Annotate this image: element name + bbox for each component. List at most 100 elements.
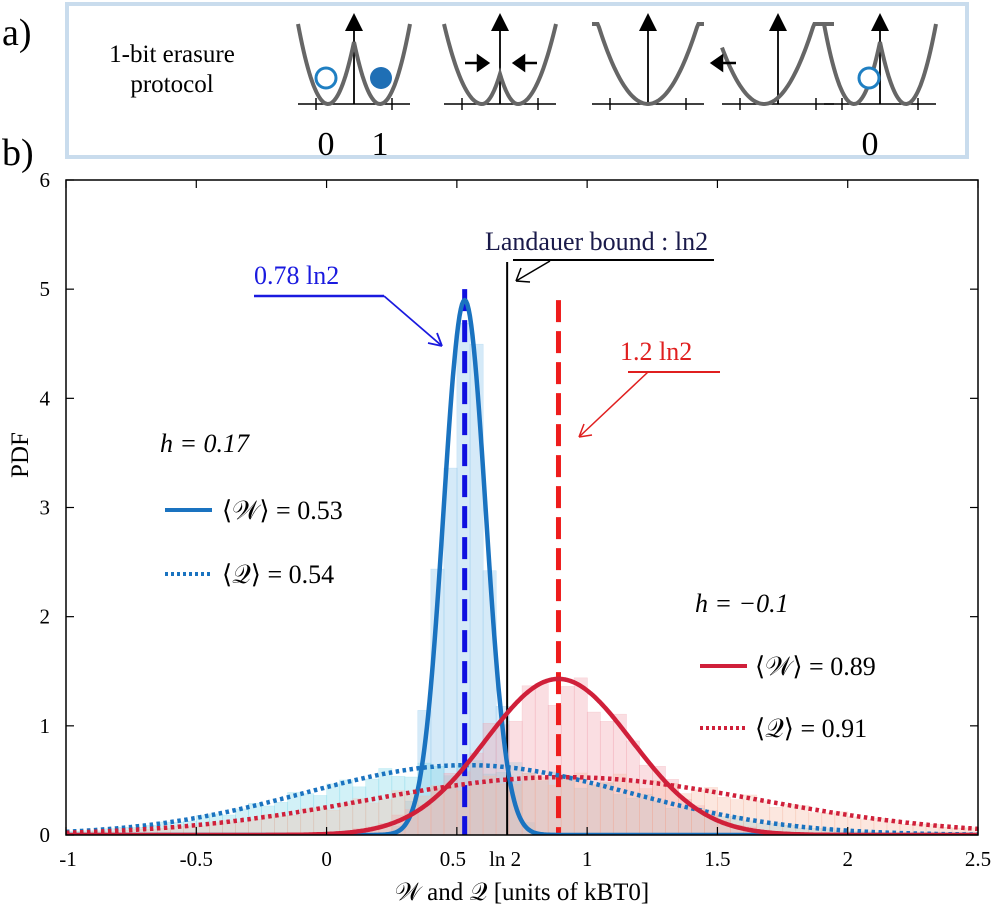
well-potential (442, 23, 558, 107)
x-tick-label: 0.5 (440, 847, 466, 871)
legend-red-w-label: ⟨𝒲⟩ = 0.89 (755, 652, 876, 681)
protocol-title: 1-bit erasure protocol (109, 41, 235, 98)
red-mean-annotation: 1.2 ln2 (620, 337, 692, 366)
red-Q-hist-bar (938, 827, 953, 835)
particle-empty (314, 66, 338, 90)
blue-Q-hist-bar (365, 778, 380, 835)
red-Q-hist-bar (378, 799, 393, 835)
blue-Q-hist-bar (521, 772, 536, 835)
state-labels: 0 1 0 (318, 126, 879, 163)
red-annotation-arrowhead (578, 423, 593, 438)
blue-annotation-pointer (383, 295, 443, 347)
y-tick-label: 2 (40, 605, 51, 629)
red-Q-hist-bar (352, 798, 367, 835)
legend-blue: h = 0.17 ⟨𝒲⟩ = 0.53 ⟨𝒬⟩ = 0.54 (160, 429, 343, 589)
landauer-arrowhead (515, 267, 531, 283)
legend-blue-q-label: ⟨𝒬⟩ = 0.54 (222, 560, 334, 589)
particle-filled (370, 67, 392, 89)
red-Q-hist-bar (287, 814, 302, 835)
curve-Q-h0.17 (66, 762, 978, 835)
blue-W-hist-bar (469, 343, 484, 835)
blue-mean-annotation: 0.78 ln2 (254, 261, 339, 290)
blue-W-hist-bar (443, 467, 458, 835)
blue-Q-hist-bar (274, 802, 289, 835)
legend-blue-w-label: ⟨𝒲⟩ = 0.53 (222, 496, 343, 525)
well-potential (296, 23, 412, 107)
red-Q-hist-bar (977, 829, 978, 835)
red-Q-hist-bar (704, 787, 718, 835)
annotations: Landauer bound : ln2 0.78 ln2 1.2 ln2 (254, 227, 720, 438)
red-Q-hist-bar (313, 807, 328, 835)
blue-Q-hist-bar (300, 793, 315, 835)
well-potential (822, 23, 938, 107)
x-tick-label: -1 (59, 847, 77, 871)
red-Q-hist-bar (300, 808, 315, 835)
red-Q-hist-bar (443, 783, 458, 835)
x-tick-label: 2.5 (965, 847, 991, 871)
blue-Q-hist-bar (665, 808, 679, 835)
blue-Q-hist-bar (586, 784, 601, 835)
landauer-pointer (515, 260, 551, 282)
state-label-final-0: 0 (862, 126, 879, 163)
legend-blue-h: h = 0.17 (160, 429, 250, 458)
red-Q-hist-bar (482, 775, 497, 835)
state-label-1: 1 (372, 126, 389, 163)
legend-red-q-label: ⟨𝒬⟩ = 0.91 (755, 714, 867, 743)
red-Q-hist-bar (326, 809, 341, 835)
panel-label-a: a) (2, 12, 32, 54)
well-potential (720, 22, 834, 107)
red-W-hist-bar (599, 721, 614, 835)
y-tick-label: 0 (40, 823, 51, 847)
landauer-annotation: Landauer bound : ln2 (485, 227, 708, 256)
y-tick-label: 4 (40, 386, 51, 410)
x-tick-label: 0 (321, 847, 332, 871)
red-Q-hist-bar (951, 827, 966, 835)
red-Q-hist-bar (274, 815, 289, 835)
blue-Q-hist-bar (547, 771, 562, 835)
blue-Q-hist-bar (821, 828, 836, 835)
red-Q-hist-bar (625, 782, 640, 835)
state-label-0: 0 (318, 126, 335, 163)
red-Q-hist-bar (248, 818, 262, 835)
x-tick-label: 1 (582, 847, 593, 871)
legend-red-h: h = −0.1 (695, 589, 789, 618)
red-W-hist-bar (612, 713, 627, 835)
y-axis-label: PDF (7, 432, 34, 478)
blue-annotation-arrowhead (427, 332, 443, 347)
x-tick-label: 1.5 (704, 847, 730, 871)
red-Q-hist-bar (639, 788, 653, 835)
mean-lines (462, 262, 561, 835)
red-Q-hist-bar (821, 812, 836, 835)
red-Q-hist-bar (534, 776, 549, 835)
red-Q-hist-bar (795, 805, 810, 835)
curve-W-h0.17 (66, 297, 978, 835)
protocol-box (65, 2, 969, 159)
red-Q-hist-bar (808, 812, 823, 835)
y-tick-label: 5 (40, 277, 51, 301)
legend-red: h = −0.1 ⟨𝒲⟩ = 0.89 ⟨𝒬⟩ = 0.91 (695, 589, 876, 743)
blue-Q-hist-bar (287, 792, 302, 835)
arrow-right (465, 53, 491, 73)
y-tick-label: 6 (40, 168, 51, 192)
red-annotation-pointer (578, 371, 649, 438)
panel-label-b: b) (2, 132, 34, 174)
red-Q-hist-bar (652, 780, 666, 835)
blue-Q-hist-bar (378, 768, 393, 835)
x-tick-label-ln2: ln 2 (489, 847, 521, 871)
red-Q-hist-bar (586, 783, 601, 835)
protocol-diagram: 0 1 0 (296, 13, 938, 163)
x-axis-label: 𝒲 and 𝒬 [units of kBT0] (395, 879, 650, 906)
x-tick-label: 2 (842, 847, 853, 871)
red-Q-hist-bar (612, 773, 627, 835)
red-Q-hist-bar (782, 803, 797, 835)
y-tick-label: 1 (40, 714, 51, 738)
axis-ticks: -1 -0.5 0 0.5 1 1.5 2 2.5 ln 2 0 1 2 3 4 5 6 (40, 168, 992, 871)
y-tick-label: 3 (40, 496, 51, 520)
red-Q-hist-bar (469, 783, 484, 835)
histograms (66, 322, 978, 835)
x-tick-label: -0.5 (180, 847, 213, 871)
blue-Q-hist-bar (339, 779, 354, 835)
particle-reset (857, 66, 881, 90)
arrow-left (511, 53, 537, 73)
